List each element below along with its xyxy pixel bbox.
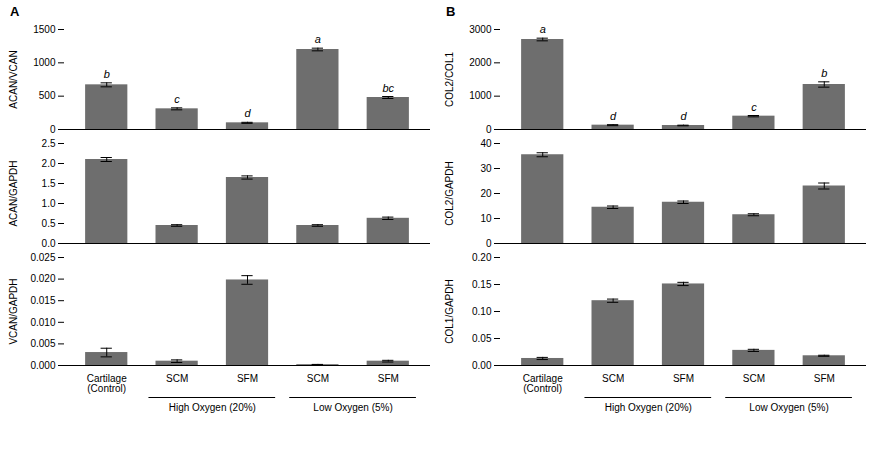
svg-text:0.00: 0.00	[472, 360, 492, 371]
svg-text:SCM: SCM	[307, 373, 329, 384]
svg-text:c: c	[751, 101, 757, 113]
svg-text:VCAN/GAPDH: VCAN/GAPDH	[8, 278, 19, 344]
svg-text:1.0: 1.0	[42, 198, 56, 209]
html-text:B: B	[446, 4, 456, 19]
html-text:A: A	[10, 4, 20, 19]
svg-text:30: 30	[480, 163, 492, 174]
svg-text:Cartilage(Control): Cartilage(Control)	[87, 373, 127, 394]
svg-text:Low Oxygen (5%): Low Oxygen (5%)	[749, 402, 828, 413]
svg-text:Low Oxygen (5%): Low Oxygen (5%)	[313, 402, 392, 413]
svg-text:SCM: SCM	[743, 373, 765, 384]
svg-text:c: c	[174, 93, 180, 105]
svg-text:0.025: 0.025	[30, 252, 55, 263]
svg-text:a: a	[540, 23, 546, 35]
svg-text:0.015: 0.015	[30, 295, 55, 306]
svg-text:0.5: 0.5	[42, 218, 56, 229]
svg-text:SCM: SCM	[166, 373, 188, 384]
svg-text:a: a	[315, 33, 321, 45]
svg-text:0.005: 0.005	[30, 338, 55, 349]
svg-text:COL1/GAPDH: COL1/GAPDH	[444, 279, 455, 343]
svg-text:0.20: 0.20	[472, 252, 492, 263]
svg-text:b: b	[104, 68, 110, 80]
svg-text:d: d	[680, 110, 687, 122]
svg-text:b: b	[821, 67, 827, 79]
svg-text:0.10: 0.10	[472, 306, 492, 317]
svg-text:0.0: 0.0	[42, 238, 56, 247]
svg-text:High Oxygen (20%): High Oxygen (20%)	[605, 402, 692, 413]
svg-text:1.5: 1.5	[42, 178, 56, 189]
svg-text:SCM: SCM	[602, 373, 624, 384]
svg-text:0: 0	[50, 124, 56, 133]
svg-text:d: d	[610, 110, 617, 122]
svg-text:0.020: 0.020	[30, 273, 55, 284]
svg-text:COL2/COL1: COL2/COL1	[444, 52, 455, 107]
svg-text:SFM: SFM	[814, 373, 835, 384]
svg-text:0: 0	[486, 124, 492, 133]
svg-text:d: d	[244, 107, 251, 119]
svg-text:0: 0	[486, 238, 492, 247]
svg-text:0.000: 0.000	[30, 360, 55, 371]
svg-text:500: 500	[39, 90, 56, 101]
svg-text:bc: bc	[382, 82, 394, 94]
svg-text:20: 20	[480, 188, 492, 199]
svg-text:2000: 2000	[469, 57, 492, 68]
svg-text:0.15: 0.15	[472, 279, 492, 290]
svg-text:3000: 3000	[469, 24, 492, 35]
svg-text:SFM: SFM	[237, 373, 258, 384]
svg-text:SFM: SFM	[378, 373, 399, 384]
svg-text:10: 10	[480, 213, 492, 224]
svg-text:ACAN/GAPDH: ACAN/GAPDH	[8, 160, 19, 226]
svg-text:1000: 1000	[33, 57, 56, 68]
svg-text:40: 40	[480, 138, 492, 149]
svg-text:2.5: 2.5	[42, 138, 56, 149]
svg-text:ACAN/VCAN: ACAN/VCAN	[8, 50, 19, 108]
svg-text:COL2/GAPDH: COL2/GAPDH	[444, 161, 455, 225]
svg-text:2.0: 2.0	[42, 158, 56, 169]
svg-text:High Oxygen (20%): High Oxygen (20%)	[169, 402, 256, 413]
svg-text:1000: 1000	[469, 90, 492, 101]
svg-text:1500: 1500	[33, 24, 56, 35]
svg-text:0.05: 0.05	[472, 333, 492, 344]
svg-text:0.010: 0.010	[30, 317, 55, 328]
svg-text:SFM: SFM	[673, 373, 694, 384]
svg-text:Cartilage(Control): Cartilage(Control)	[523, 373, 563, 394]
